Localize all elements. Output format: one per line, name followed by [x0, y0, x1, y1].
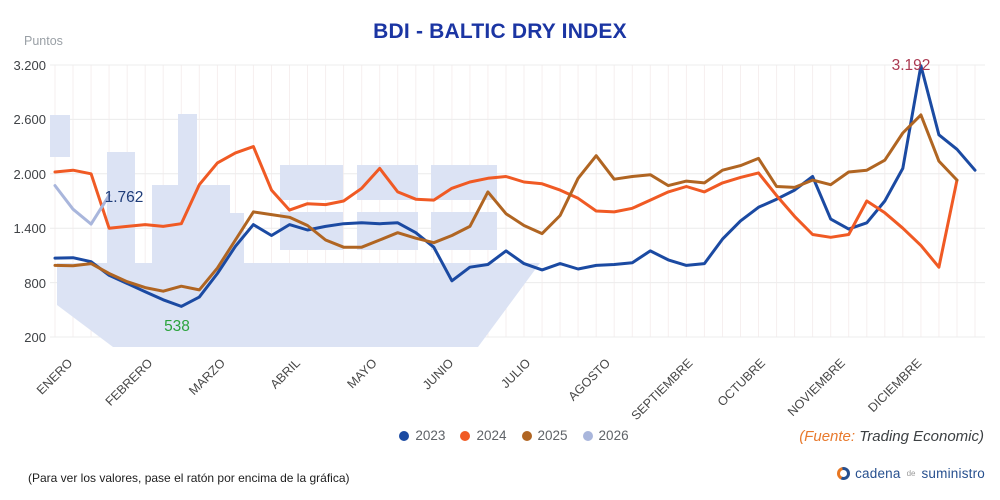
ship-hull	[57, 263, 540, 347]
legend-item-2023[interactable]: 2023	[399, 428, 445, 443]
legend-item-2026[interactable]: 2026	[582, 428, 629, 443]
ship-container-block	[280, 165, 343, 200]
logo-word-suministro: suministro	[921, 466, 985, 481]
y-tick-label: 2.600	[13, 112, 46, 128]
y-axis-unit-label: Puntos	[24, 34, 63, 48]
y-tick-label: 200	[24, 330, 46, 345]
logo-ring-icon	[837, 467, 851, 480]
ship-watermark	[50, 114, 540, 347]
logo-word-de: de	[906, 469, 916, 478]
line-2023	[53, 64, 977, 308]
hover-hint-note: (Para ver los valores, pase el ratón por…	[28, 471, 350, 485]
source-note: (Fuente: Trading Economic)	[799, 428, 984, 445]
legend-dot-icon	[460, 430, 471, 441]
line-2025	[53, 113, 959, 293]
legend: 2023 2024 2025 2026	[14, 428, 1000, 443]
legend-label: 2025	[537, 428, 568, 443]
legend-label: 2023	[415, 428, 446, 443]
y-tick-label: 3.200	[13, 58, 46, 73]
ship-bridge-tower	[107, 152, 135, 263]
logo-word-cadena: cadena	[855, 466, 901, 481]
annotation-3192: 3.192	[891, 57, 931, 74]
legend-dot-icon	[582, 430, 593, 441]
ship-superstructure	[152, 185, 230, 263]
y-tick-label: 2.000	[13, 166, 46, 182]
site-logo[interactable]: cadena de suministro	[837, 466, 985, 481]
chart-title: BDI - BALTIC DRY INDEX	[373, 20, 627, 43]
y-tick-label: 1.400	[13, 221, 46, 237]
line-2024	[53, 145, 959, 269]
legend-label: 2024	[476, 428, 507, 443]
legend-item-2025[interactable]: 2025	[521, 428, 568, 443]
legend-dot-icon	[399, 430, 410, 441]
annotation-1762: 1.762	[104, 189, 144, 206]
ship-funnel	[50, 115, 70, 157]
ship-mast	[178, 114, 197, 185]
legend-label: 2026	[598, 428, 629, 443]
series-lines	[53, 64, 977, 308]
source-note-prefix: (Fuente:	[799, 428, 856, 445]
line-2026	[53, 184, 111, 226]
y-tick-label: 800	[24, 275, 46, 291]
annotation-538: 538	[164, 318, 190, 335]
source-note-text: Trading Economic)	[855, 428, 984, 445]
legend-dot-icon	[521, 430, 532, 441]
legend-item-2024[interactable]: 2024	[460, 428, 507, 443]
